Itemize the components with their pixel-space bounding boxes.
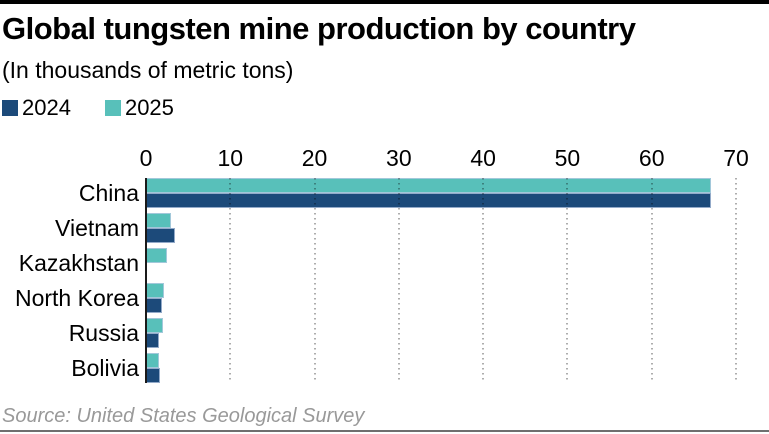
category-label-kazakhstan: Kazakhstan (18, 250, 139, 276)
category-label-bolivia: Bolivia (71, 355, 139, 381)
x-tick-label-20: 20 (301, 145, 328, 171)
legend-swatch-2024 (2, 100, 18, 116)
gridline-60 (650, 178, 653, 383)
x-tick-label-30: 30 (386, 145, 412, 171)
category-label-china: China (78, 180, 139, 206)
category-label-russia: Russia (68, 320, 139, 346)
bar-2024-vietnam (146, 228, 175, 243)
bar-2025-russia (146, 318, 163, 333)
category-label-vietnam: Vietnam (55, 215, 139, 241)
bar-2025-kazakhstan (146, 248, 168, 263)
legend-label-2025: 2025 (124, 95, 174, 120)
bar-2024-russia (146, 333, 159, 348)
gridline-40 (482, 178, 485, 383)
x-tick-label-40: 40 (470, 145, 496, 171)
gridline-30 (397, 178, 400, 383)
x-tick-label-0: 0 (139, 145, 153, 171)
bar-2024-north-korea (146, 298, 162, 313)
bottom-border (0, 430, 769, 432)
y-axis-line (145, 178, 147, 383)
legend-swatch-2025 (104, 100, 121, 116)
chart-title: Global tungsten mine production by count… (2, 11, 636, 46)
bar-2025-north-korea (146, 283, 164, 298)
x-tick-label-50: 50 (554, 145, 581, 171)
legend-item-2024: 2024 (2, 95, 71, 120)
source-note: Source: United States Geological Survey (2, 405, 365, 427)
chart-subtitle: (In thousands of metric tons) (2, 57, 294, 83)
gridline-70 (735, 178, 737, 383)
bar-2024-bolivia (146, 368, 161, 383)
top-border (0, 0, 769, 4)
bar-2025-bolivia (146, 353, 160, 368)
legend-item-2025: 2025 (104, 95, 174, 120)
category-label-north-korea: North Korea (14, 285, 139, 311)
gridline-10 (229, 178, 232, 383)
x-tick-label-60: 60 (638, 145, 665, 171)
legend-label-2024: 2024 (22, 95, 71, 120)
x-tick-label-70: 70 (723, 145, 749, 171)
gridline-50 (566, 178, 569, 383)
legend: 2024 2025 (2, 95, 174, 120)
x-tick-label-10: 10 (217, 145, 244, 171)
gridline-20 (313, 178, 316, 383)
bar-2025-vietnam (146, 213, 172, 228)
